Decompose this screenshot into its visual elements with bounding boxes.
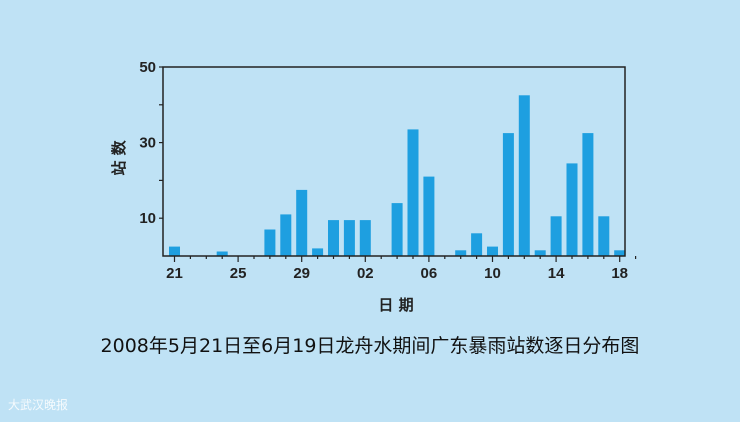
bar-5/21 — [169, 246, 180, 256]
watermark: 大武汉晚报 — [8, 398, 69, 412]
bar-6/04 — [391, 203, 403, 256]
tick-labels: 10 30 50 21 25 29 02 06 10 14 18 — [139, 59, 628, 282]
x-tick-label: 21 — [166, 265, 183, 282]
bar-6/09 — [471, 233, 483, 256]
y-tick-label: 10 — [139, 210, 156, 227]
bar-5/30 — [312, 248, 324, 256]
bar-6/02 — [359, 220, 371, 256]
x-tick-label: 18 — [611, 265, 628, 282]
bar-5/28 — [280, 214, 292, 256]
bar-5/27 — [264, 229, 276, 256]
bar-6/14 — [550, 216, 562, 256]
chart-caption: 2008年5月21日至6月19日龙舟水期间广东暴雨站数逐日分布图 — [100, 335, 640, 357]
bar-6/11 — [502, 133, 514, 256]
bar-6/18 — [614, 250, 626, 256]
bar-6/17 — [598, 216, 610, 256]
bar-6/06 — [423, 176, 435, 256]
x-tick-label: 25 — [230, 265, 247, 282]
bar-6/10 — [487, 246, 498, 256]
bar-5/31 — [328, 220, 339, 256]
bar-6/15 — [566, 163, 578, 256]
plot-frame — [162, 66, 626, 257]
y-tick-label: 50 — [139, 59, 156, 76]
x-tick-label: 10 — [484, 265, 501, 282]
bar-5/24 — [216, 251, 228, 256]
bar-6/12 — [518, 95, 530, 256]
y-axis-title: 站 数 — [110, 139, 128, 175]
bar-6/08 — [455, 250, 467, 256]
x-axis-title: 日 期 — [378, 296, 413, 314]
x-tick-label: 06 — [421, 265, 438, 282]
x-tick-label: 02 — [357, 265, 374, 282]
bar-group — [169, 95, 626, 256]
bar-6/13 — [534, 250, 546, 256]
bar-6/05 — [407, 129, 419, 256]
axes — [159, 66, 637, 262]
x-tick-label: 29 — [293, 265, 310, 282]
bar-5/29 — [296, 189, 308, 256]
x-tick-label: 14 — [548, 265, 565, 282]
bar-6/01 — [343, 220, 355, 256]
y-tick-label: 30 — [139, 135, 156, 152]
bar-6/16 — [582, 133, 594, 256]
